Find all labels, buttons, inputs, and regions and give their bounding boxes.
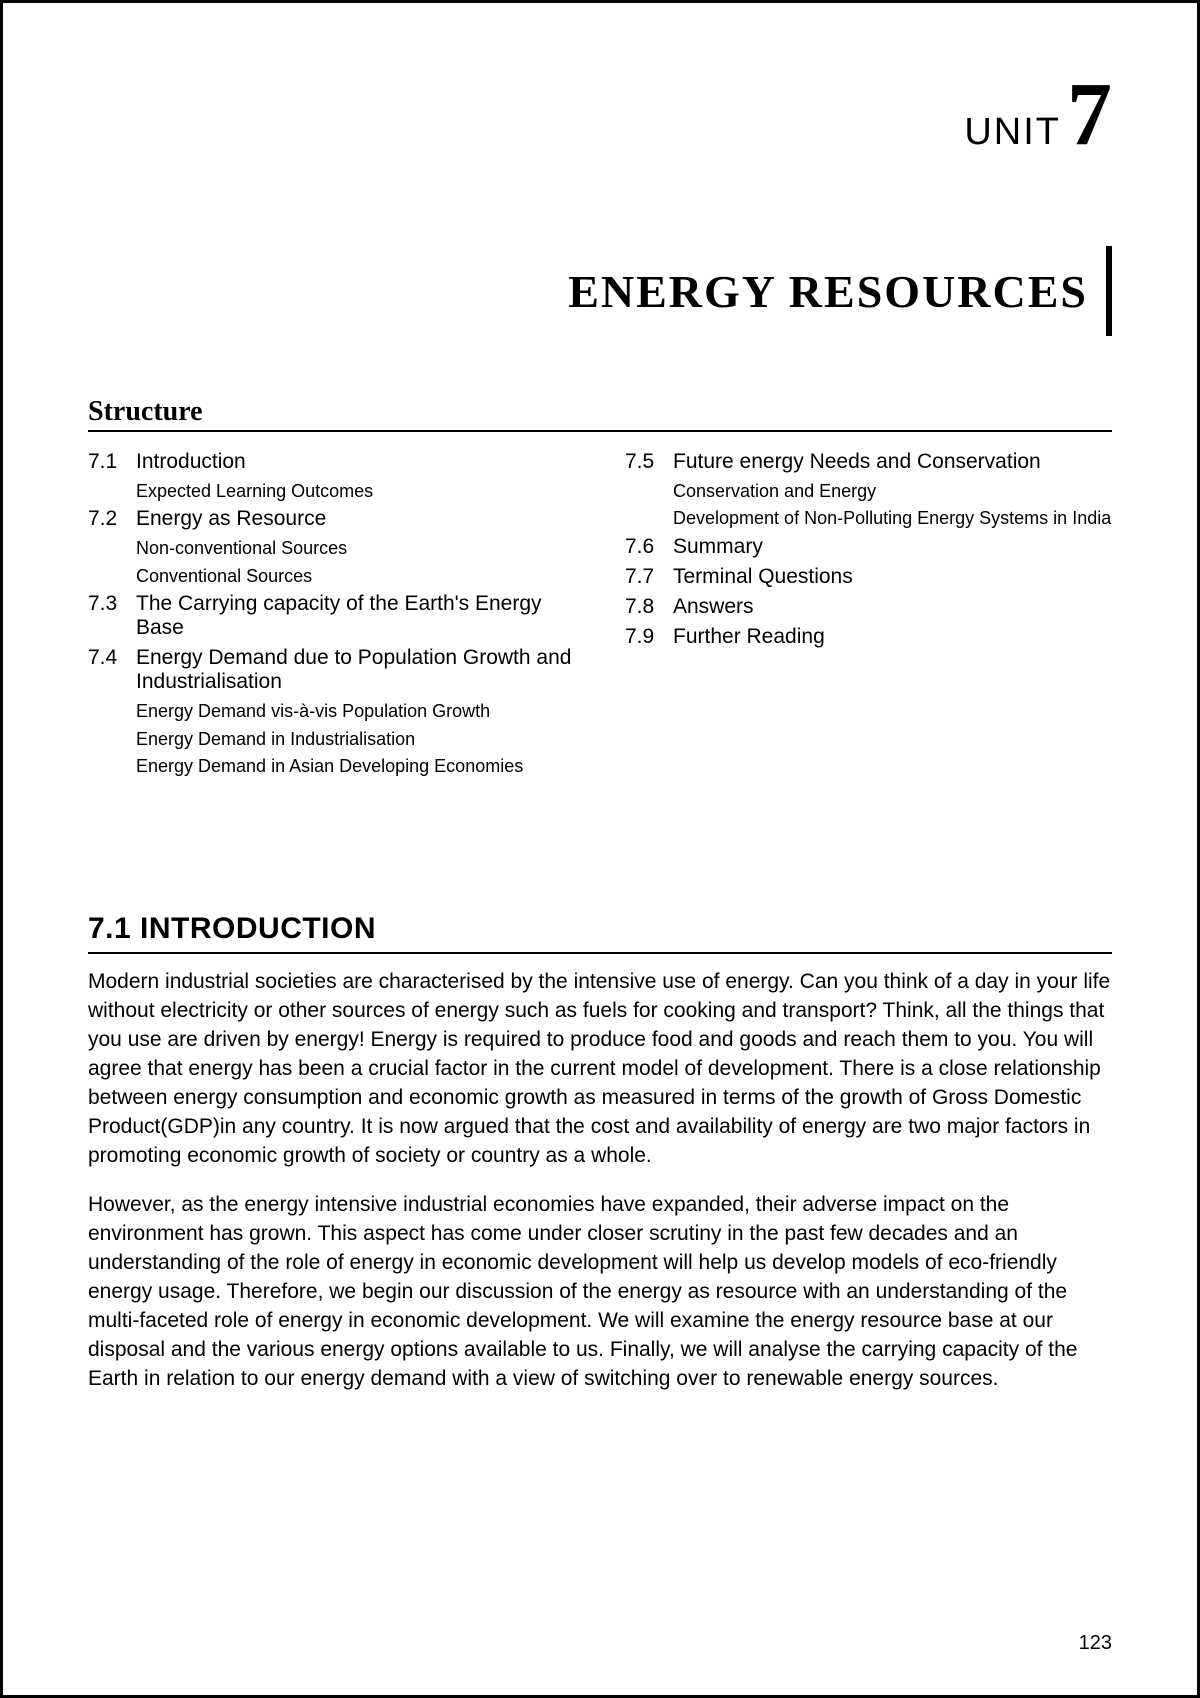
toc-right-column: 7.5Future energy Needs and Conservation C… — [625, 450, 1112, 782]
toc-item: 7.5Future energy Needs and Conservation — [625, 450, 1112, 474]
title-block: ENERGY RESOURCES — [88, 246, 1112, 336]
structure-heading: Structure — [88, 396, 1112, 432]
toc-subitem: Non-conventional Sources — [136, 537, 575, 560]
unit-label: UNIT — [964, 111, 1061, 153]
toc-item: 7.9Further Reading — [625, 625, 1112, 649]
toc-text: Future energy Needs and Conservation — [673, 450, 1112, 474]
structure-heading-text: Structure — [88, 396, 203, 428]
toc-text: The Carrying capacity of the Earth's Ene… — [136, 592, 575, 640]
page-title: ENERGY RESOURCES — [568, 265, 1106, 318]
section-heading: 7.1 INTRODUCTION — [88, 912, 1112, 954]
toc-number: 7.2 — [88, 507, 136, 531]
toc-subitem: Energy Demand in Industrialisation — [136, 728, 575, 751]
toc-text: Summary — [673, 535, 1112, 559]
unit-header: UNIT7 — [88, 63, 1112, 166]
toc-subitem: Energy Demand in Asian Developing Econom… — [136, 755, 575, 778]
toc-item: 7.7Terminal Questions — [625, 565, 1112, 589]
toc-number: 7.4 — [88, 646, 136, 694]
toc-item: 7.2Energy as Resource — [88, 507, 575, 531]
toc-number: 7.5 — [625, 450, 673, 474]
toc-item: 7.4Energy Demand due to Population Growt… — [88, 646, 575, 694]
toc-subitem: Energy Demand vis-à-vis Population Growt… — [136, 700, 575, 723]
toc-text: Terminal Questions — [673, 565, 1112, 589]
toc-number: 7.7 — [625, 565, 673, 589]
toc-number: 7.9 — [625, 625, 673, 649]
toc-number: 7.8 — [625, 595, 673, 619]
toc-item: 7.1Introduction — [88, 450, 575, 474]
title-bar-icon — [1106, 246, 1112, 336]
toc-item: 7.6Summary — [625, 535, 1112, 559]
toc-subitem: Development of Non-Polluting Energy Syst… — [673, 507, 1112, 530]
toc-item: 7.3The Carrying capacity of the Earth's … — [88, 592, 575, 640]
body-paragraph: Modern industrial societies are characte… — [88, 968, 1112, 1171]
page-container: UNIT7 ENERGY RESOURCES Structure 7.1Intr… — [3, 3, 1197, 1464]
toc-text: Introduction — [136, 450, 575, 474]
body-paragraph: However, as the energy intensive industr… — [88, 1191, 1112, 1394]
toc-number: 7.6 — [625, 535, 673, 559]
toc-text: Further Reading — [673, 625, 1112, 649]
toc-subitem: Conventional Sources — [136, 565, 575, 588]
toc-subitem: Expected Learning Outcomes — [136, 480, 575, 503]
unit-number: 7 — [1067, 65, 1112, 164]
toc-text: Answers — [673, 595, 1112, 619]
toc-item: 7.8Answers — [625, 595, 1112, 619]
toc-columns: 7.1Introduction Expected Learning Outcome… — [88, 450, 1112, 782]
page-number: 123 — [1079, 1632, 1112, 1655]
toc-text: Energy Demand due to Population Growth a… — [136, 646, 575, 694]
toc-left-column: 7.1Introduction Expected Learning Outcome… — [88, 450, 575, 782]
toc-number: 7.1 — [88, 450, 136, 474]
toc-text: Energy as Resource — [136, 507, 575, 531]
toc-subitem: Conservation and Energy — [673, 480, 1112, 503]
toc-number: 7.3 — [88, 592, 136, 640]
